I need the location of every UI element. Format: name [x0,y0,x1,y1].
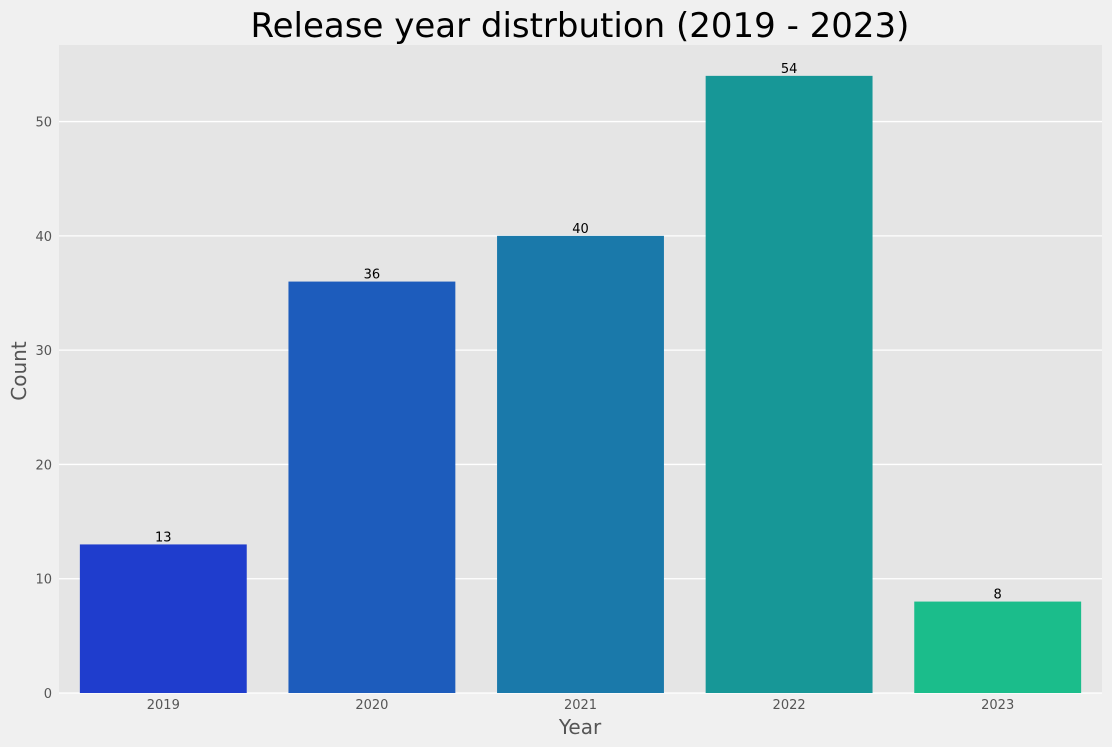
bar [288,281,456,693]
x-tick-labels: 2019 2020 2021 2022 2023 [147,698,1014,713]
y-tick-labels: 0 10 20 30 40 50 [35,116,52,702]
bar-value-label: 8 [994,588,1002,603]
y-tick-label: 0 [44,687,52,702]
y-tick-label: 40 [35,230,52,245]
bar [705,75,873,694]
data-labels: 13 36 40 54 8 [155,62,1002,603]
bar [914,601,1082,693]
chart-title: Release year distrbution (2019 - 2023) [251,6,910,46]
x-tick-label: 2021 [564,698,597,713]
x-tick-label: 2022 [773,698,806,713]
y-tick-label: 30 [35,344,52,359]
x-tick-label: 2020 [355,698,388,713]
x-axis-label: Year [558,715,602,739]
bar [497,235,664,693]
x-tick-label: 2023 [981,698,1014,713]
bar [79,544,247,693]
y-axis-label: Count [7,341,31,401]
bar-value-label: 13 [155,530,172,545]
y-tick-label: 10 [35,573,52,588]
bar-value-label: 40 [572,222,589,237]
x-tick-label: 2019 [147,698,180,713]
bar-value-label: 36 [364,268,381,283]
bar-value-label: 54 [781,62,798,77]
bars [79,75,1082,694]
y-tick-label: 20 [35,458,52,473]
y-tick-label: 50 [35,116,52,131]
